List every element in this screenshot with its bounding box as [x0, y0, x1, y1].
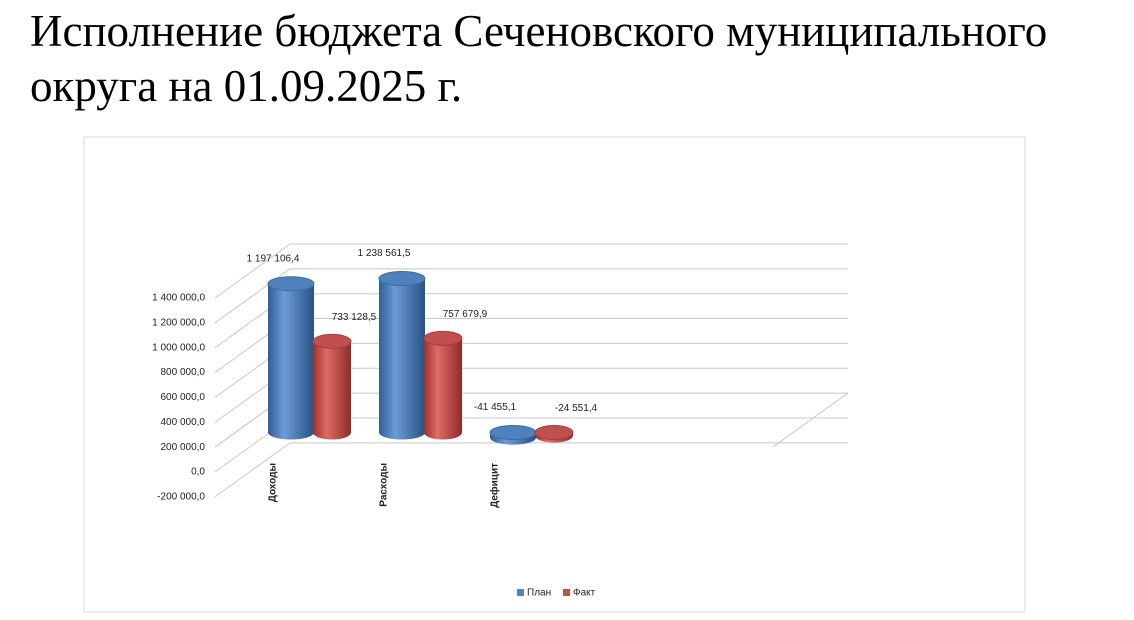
cylinder-body — [424, 338, 462, 440]
chart-title: Исполнение бюджета Сеченовского муниципа… — [30, 6, 1048, 111]
cylinder-body — [379, 278, 425, 440]
y-tick-label: 400 000,0 — [161, 417, 206, 428]
x-tick-label: Расходы — [379, 463, 390, 507]
y-tick-label: -200 000,0 — [157, 492, 205, 503]
cylinder-top — [312, 333, 352, 349]
legend-label: План — [527, 588, 551, 599]
cylinder-top — [423, 330, 463, 346]
cylinder-top — [489, 425, 537, 440]
x-tick-label: Дефицит — [489, 463, 501, 508]
floor-edge — [772, 392, 849, 448]
cylinder-body — [313, 341, 351, 440]
legend-swatch — [563, 589, 570, 596]
cylinder-top — [534, 425, 574, 440]
y-tick-label: 600 000,0 — [161, 392, 206, 403]
grid-line-side — [214, 243, 291, 299]
value-label: -41 455,1 — [474, 402, 517, 413]
value-label: 733 128,5 — [332, 312, 377, 323]
cylinder-top — [267, 276, 315, 292]
x-tick-label: Доходы — [268, 463, 279, 502]
y-tick-label: 1 000 000,0 — [152, 342, 205, 353]
grid-line-side — [214, 442, 291, 498]
legend-label: Факт — [573, 588, 596, 599]
cylinder-body — [268, 283, 314, 440]
value-label: -24 551,4 — [555, 403, 598, 414]
y-tick-label: 1 200 000,0 — [152, 317, 205, 328]
y-tick-label: 800 000,0 — [161, 367, 206, 378]
legend-swatch — [517, 589, 524, 596]
y-tick-label: 0,0 — [191, 467, 205, 478]
chart-frame — [83, 136, 1026, 613]
y-tick-label: 200 000,0 — [161, 442, 206, 453]
y-tick-label: 1 400 000,0 — [152, 293, 205, 304]
value-label: 1 238 561,5 — [358, 248, 411, 259]
value-label: 1 197 106,4 — [247, 253, 300, 264]
cylinder-top — [378, 271, 426, 287]
value-label: 757 679,9 — [443, 309, 488, 320]
